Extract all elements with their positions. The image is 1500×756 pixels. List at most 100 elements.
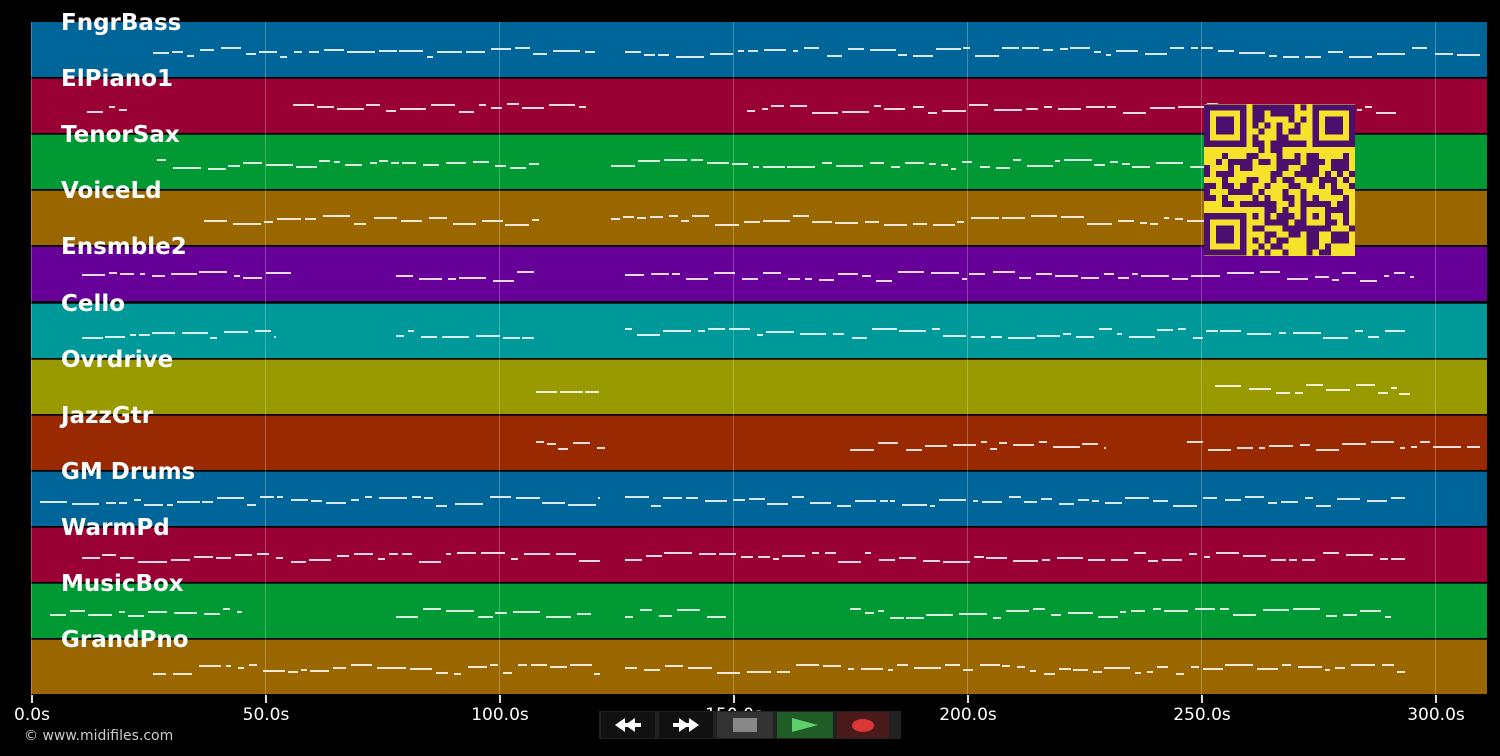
note bbox=[1359, 280, 1377, 283]
note bbox=[304, 218, 316, 221]
note bbox=[904, 162, 924, 165]
note bbox=[636, 217, 646, 220]
note bbox=[961, 278, 968, 281]
note bbox=[1171, 278, 1188, 281]
note bbox=[204, 220, 227, 223]
track-lane[interactable] bbox=[31, 639, 1487, 695]
note bbox=[1001, 217, 1026, 220]
track-lane[interactable] bbox=[31, 358, 1487, 414]
note bbox=[502, 672, 513, 675]
note bbox=[929, 504, 936, 507]
note bbox=[1038, 440, 1047, 443]
track-label: WarmPd bbox=[61, 514, 170, 541]
track-divider bbox=[31, 638, 1487, 641]
axis-tick bbox=[967, 695, 969, 703]
note bbox=[1278, 331, 1287, 334]
note bbox=[296, 166, 318, 169]
note bbox=[756, 333, 763, 336]
note bbox=[738, 50, 744, 52]
track-lane[interactable] bbox=[31, 526, 1487, 582]
track-divider bbox=[31, 469, 1487, 472]
note bbox=[1132, 273, 1138, 276]
note bbox=[1346, 553, 1374, 556]
note bbox=[1025, 108, 1039, 111]
track-lane[interactable] bbox=[31, 414, 1487, 470]
note bbox=[787, 278, 800, 281]
piano-roll[interactable]: FngrBass ElPiano1 TenorSax VoiceLd Ensmble2 C… bbox=[31, 10, 1487, 695]
note bbox=[1072, 669, 1088, 672]
note bbox=[453, 223, 476, 226]
note bbox=[1155, 162, 1184, 165]
note bbox=[517, 271, 535, 274]
note bbox=[259, 51, 278, 53]
note bbox=[515, 496, 541, 499]
note bbox=[1305, 56, 1321, 58]
note bbox=[325, 501, 346, 504]
note bbox=[130, 333, 136, 336]
note bbox=[1116, 332, 1122, 335]
note bbox=[1315, 276, 1329, 279]
note bbox=[445, 552, 452, 555]
note bbox=[505, 224, 529, 227]
note bbox=[688, 667, 713, 670]
track-lane[interactable] bbox=[31, 22, 1487, 77]
note bbox=[378, 496, 407, 499]
note bbox=[207, 168, 226, 171]
fast-forward-button[interactable] bbox=[659, 712, 713, 738]
track-lane[interactable] bbox=[31, 302, 1487, 358]
track-label: MusicBox bbox=[61, 571, 184, 597]
note bbox=[1331, 279, 1340, 282]
note bbox=[377, 667, 406, 670]
note bbox=[1282, 56, 1300, 58]
note bbox=[419, 278, 443, 281]
qr-code[interactable] bbox=[1204, 104, 1355, 256]
note bbox=[248, 664, 257, 667]
note bbox=[1093, 51, 1102, 53]
note bbox=[225, 665, 232, 668]
note bbox=[288, 671, 299, 674]
note bbox=[233, 275, 241, 278]
note bbox=[1206, 329, 1218, 332]
note bbox=[777, 671, 790, 674]
note bbox=[1012, 559, 1039, 562]
note bbox=[522, 336, 535, 339]
note bbox=[1164, 217, 1170, 220]
track-lane[interactable] bbox=[31, 583, 1487, 638]
note bbox=[1385, 329, 1405, 332]
note bbox=[157, 159, 167, 162]
note bbox=[1302, 558, 1316, 561]
note bbox=[301, 669, 308, 672]
note bbox=[1298, 666, 1322, 669]
note bbox=[963, 47, 970, 49]
note bbox=[1150, 223, 1159, 226]
note bbox=[317, 106, 335, 109]
note bbox=[148, 611, 168, 613]
note bbox=[1076, 335, 1095, 338]
note bbox=[578, 559, 600, 562]
track-divider bbox=[31, 245, 1487, 248]
note bbox=[102, 553, 117, 556]
note bbox=[1082, 442, 1099, 445]
note bbox=[838, 560, 862, 563]
note bbox=[1289, 558, 1298, 561]
note bbox=[364, 495, 372, 498]
record-button[interactable] bbox=[837, 712, 889, 738]
note bbox=[422, 164, 439, 167]
note bbox=[491, 48, 512, 50]
note bbox=[1409, 276, 1415, 279]
note bbox=[650, 216, 664, 219]
play-button[interactable] bbox=[777, 712, 833, 738]
note bbox=[741, 555, 753, 558]
note bbox=[990, 447, 997, 450]
note bbox=[480, 551, 505, 554]
rewind-button[interactable] bbox=[601, 712, 655, 738]
note bbox=[878, 558, 896, 561]
note bbox=[1381, 664, 1394, 667]
note bbox=[1341, 442, 1366, 445]
note bbox=[344, 164, 363, 167]
stop-button[interactable] bbox=[717, 712, 773, 738]
axis-tick-label: 300.0s bbox=[1407, 705, 1465, 725]
note bbox=[1325, 388, 1350, 391]
note bbox=[119, 273, 135, 276]
note bbox=[1040, 497, 1053, 500]
